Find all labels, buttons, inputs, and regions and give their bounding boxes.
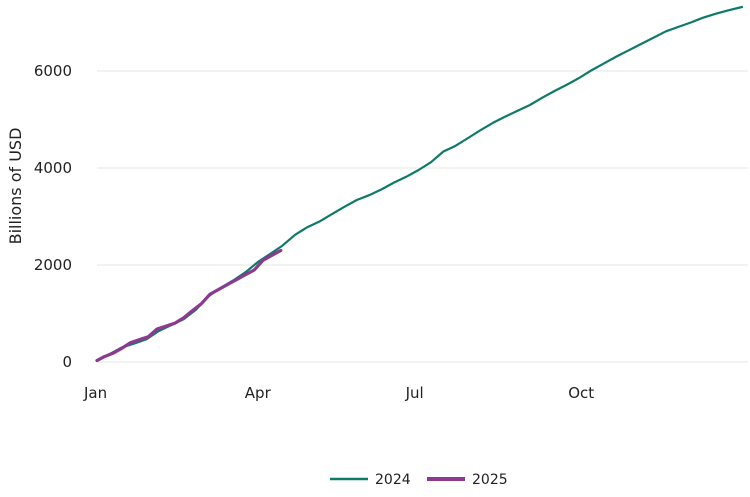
y-tick-label: 4000 (34, 159, 72, 177)
x-axis-ticks: Jan Apr Jul Oct (83, 384, 594, 402)
legend-label: 2024 (375, 472, 411, 488)
x-tick-label: Jul (405, 384, 424, 402)
y-tick-label: 0 (62, 353, 72, 371)
y-axis-title: Billions of USD (6, 128, 25, 245)
x-tick-label: Apr (245, 384, 272, 402)
y-tick-label: 2000 (34, 256, 72, 274)
series-lines (95, 5, 744, 363)
legend-item-2025[interactable]: 2025 (427, 472, 508, 488)
x-tick-label: Oct (568, 384, 594, 402)
legend-label: 2025 (472, 472, 508, 488)
y-tick-label: 6000 (34, 62, 72, 80)
x-tick-label: Jan (83, 384, 107, 402)
legend-item-2024[interactable]: 2024 (330, 472, 411, 488)
y-axis-ticks: 0 2000 4000 6000 (34, 62, 72, 371)
legend[interactable]: 2024 2025 (330, 472, 508, 488)
series-line-2025 (95, 248, 283, 363)
grid-lines (97, 70, 748, 363)
